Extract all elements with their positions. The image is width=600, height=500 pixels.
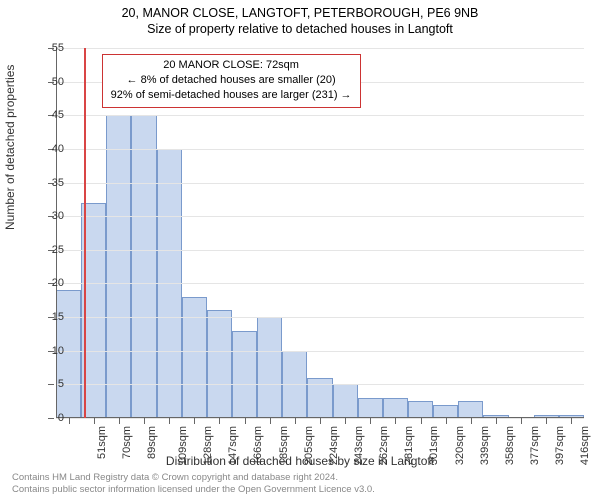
y-tick-label: 45	[52, 109, 64, 121]
y-tick-label: 5	[58, 378, 64, 390]
plot-area: 20 MANOR CLOSE: 72sqm ← 8% of detached h…	[56, 48, 584, 418]
histogram-bar	[106, 115, 131, 418]
histogram-bar	[458, 401, 483, 418]
annotation-box: 20 MANOR CLOSE: 72sqm ← 8% of detached h…	[102, 54, 361, 108]
histogram-bar	[333, 384, 358, 418]
y-tick	[48, 384, 54, 385]
x-tick	[345, 418, 346, 424]
chart-title-sub: Size of property relative to detached ho…	[0, 20, 600, 36]
x-tick	[546, 418, 547, 424]
x-tick	[69, 418, 70, 424]
histogram-bar	[433, 405, 458, 418]
x-tick	[194, 418, 195, 424]
x-tick	[119, 418, 120, 424]
footer-line-2: Contains public sector information licen…	[12, 484, 588, 496]
gridline	[56, 149, 584, 150]
x-tick	[421, 418, 422, 424]
x-tick	[521, 418, 522, 424]
y-tick-label: 25	[52, 244, 64, 256]
gridline	[56, 250, 584, 251]
gridline	[56, 183, 584, 184]
x-tick	[370, 418, 371, 424]
x-tick	[446, 418, 447, 424]
histogram-bar	[232, 331, 257, 418]
x-tick	[94, 418, 95, 424]
annotation-line-2: ← 8% of detached houses are smaller (20)	[111, 73, 352, 88]
x-tick	[295, 418, 296, 424]
x-tick	[496, 418, 497, 424]
x-tick	[395, 418, 396, 424]
gridline	[56, 216, 584, 217]
y-tick-label: 20	[52, 277, 64, 289]
x-tick	[169, 418, 170, 424]
x-tick	[471, 418, 472, 424]
y-axis-title: Number of detached properties	[3, 65, 17, 230]
y-tick-label: 55	[52, 42, 64, 54]
annotation-line-1: 20 MANOR CLOSE: 72sqm	[111, 58, 352, 73]
gridline	[56, 317, 584, 318]
reference-line	[84, 48, 86, 418]
chart-title-main: 20, MANOR CLOSE, LANGTOFT, PETERBOROUGH,…	[0, 0, 600, 20]
histogram-bar	[358, 398, 383, 418]
y-tick-label: 35	[52, 177, 64, 189]
gridline	[56, 283, 584, 284]
x-axis-title: Distribution of detached houses by size …	[0, 454, 600, 468]
y-tick-label: 40	[52, 143, 64, 155]
histogram-bar	[182, 297, 207, 418]
y-axis-line	[56, 48, 57, 418]
histogram-bar	[257, 317, 282, 418]
y-tick-label: 50	[52, 76, 64, 88]
x-tick	[320, 418, 321, 424]
histogram-bar	[408, 401, 433, 418]
gridline	[56, 351, 584, 352]
gridline	[56, 48, 584, 49]
histogram-bar	[131, 115, 156, 418]
chart-footer: Contains HM Land Registry data © Crown c…	[12, 472, 588, 496]
x-tick	[245, 418, 246, 424]
gridline	[56, 115, 584, 116]
y-tick-label: 30	[52, 210, 64, 222]
histogram-bar	[383, 398, 408, 418]
y-tick-label: 10	[52, 345, 64, 357]
x-tick	[144, 418, 145, 424]
x-tick	[270, 418, 271, 424]
x-tick	[219, 418, 220, 424]
y-tick-label: 0	[58, 412, 64, 424]
y-tick-label: 15	[52, 311, 64, 323]
x-tick	[571, 418, 572, 424]
gridline	[56, 384, 584, 385]
y-tick	[48, 418, 54, 419]
footer-line-1: Contains HM Land Registry data © Crown c…	[12, 472, 588, 484]
annotation-line-3: 92% of semi-detached houses are larger (…	[111, 88, 352, 103]
histogram-bar	[207, 310, 232, 418]
